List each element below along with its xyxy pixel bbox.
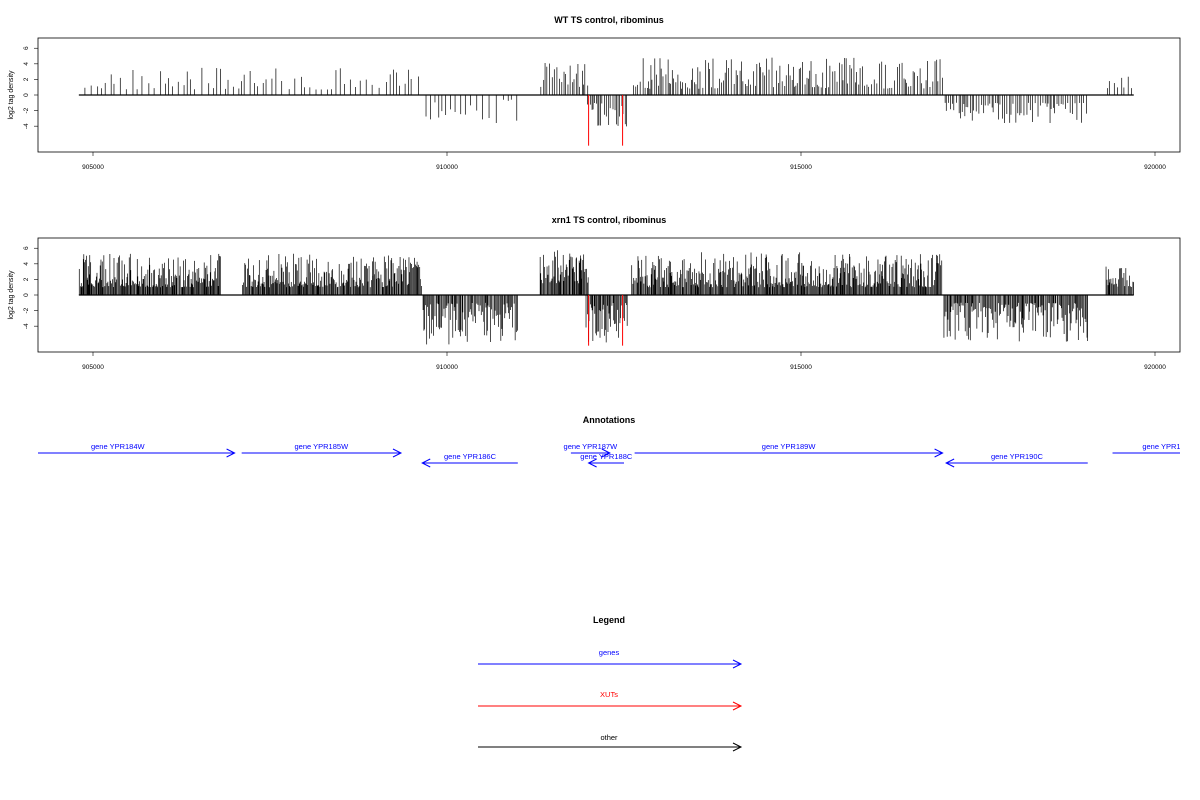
wt-coverage-bars (78, 57, 1134, 146)
wt-x-tick-label: 920000 (1144, 164, 1166, 171)
wt-y-tick-label: 0 (23, 93, 30, 97)
legend-label-xuts: XUTs (600, 690, 618, 699)
gene-arrows: gene YPR184W gene YPR185W gene YPR186C gene… (38, 442, 1197, 468)
xrn1-y-tick-label: 6 (23, 246, 30, 250)
xrn1-y-tick-label: 2 (23, 277, 30, 281)
xrn1-y-tick-label: 4 (23, 262, 30, 266)
gene-label: gene YPR191W (1142, 442, 1197, 451)
xrn1-panel-title: xrn1 TS control, ribominus (552, 215, 667, 225)
xrn1-y-tick-label: 0 (23, 293, 30, 297)
gene-label: gene YPR190C (991, 452, 1044, 461)
xrn1-x-tick-label: 915000 (790, 364, 812, 371)
legend-label-other: other (600, 733, 618, 742)
gene-arrowhead (392, 448, 403, 458)
legend-arrowhead-other (732, 742, 743, 752)
gene-arrowhead (226, 448, 236, 458)
xrn1-y-tick-label: -2 (23, 307, 30, 313)
legend-title: Legend (593, 615, 625, 625)
wt-coverage-panel: WT TS control, ribominus log2 tag densit… (8, 15, 1181, 171)
legend-item-other: other (478, 733, 743, 752)
wt-y-axis: 6 4 2 0 -2 -4 (23, 46, 30, 129)
xrn1-x-tick-label: 905000 (82, 364, 104, 371)
gene-arrowhead (601, 448, 611, 458)
legend-label-genes: genes (599, 648, 620, 657)
legend: Legend genes XUTs other (478, 615, 743, 752)
gene-label: gene YPR187W (564, 442, 619, 451)
wt-panel-title: WT TS control, ribominus (554, 15, 664, 25)
wt-x-tick-label: 905000 (82, 164, 104, 171)
xrn1-y-axis-label: log2 tag density (8, 270, 15, 320)
annotations-track: Annotations gene YPR184W gene YPR185Wgene… (38, 415, 1197, 468)
wt-y-tick-label: 4 (23, 62, 30, 66)
xrn1-coverage-panel: xrn1 TS control, ribominus log2 tag dens… (8, 215, 1181, 371)
gene-arrowhead (421, 458, 431, 468)
gene-label: gene YPR185W (295, 442, 350, 451)
legend-item-xuts: XUTs (478, 690, 743, 711)
wt-y-axis-label: log2 tag density (8, 70, 15, 120)
gene-arrowhead (945, 458, 955, 468)
gene-arrowhead (587, 458, 597, 468)
wt-y-tick-label: -4 (23, 123, 30, 129)
legend-arrowhead-genes (732, 659, 743, 669)
wt-y-tick-label: -2 (23, 107, 30, 113)
legend-arrowhead-xuts (732, 701, 743, 711)
xrn1-x-tick-label: 920000 (1144, 364, 1166, 371)
wt-x-axis: 905000 910000 915000 920000 (82, 164, 1166, 171)
legend-item-genes: genes (478, 648, 743, 669)
annotations-title: Annotations (583, 415, 636, 425)
xrn1-y-axis: 6 4 2 0 -2 -4 (23, 246, 30, 329)
gene-arrowhead (934, 448, 944, 458)
gene-label: gene YPR189W (762, 442, 817, 451)
gene-label: gene YPR188C (580, 452, 633, 461)
xrn1-y-tick-label: -4 (23, 323, 30, 329)
wt-x-tick-label: 915000 (790, 164, 812, 171)
wt-y-tick-label: 2 (23, 77, 30, 81)
xrn1-x-axis: 905000 910000 915000 920000 (82, 364, 1166, 371)
wt-x-tick-label: 910000 (436, 164, 458, 171)
xrn1-coverage-bars (78, 250, 1134, 346)
gene-label: gene YPR184W (91, 442, 146, 451)
xrn1-x-tick-label: 910000 (436, 364, 458, 371)
gene-label: gene YPR186C (444, 452, 497, 461)
wt-y-tick-label: 6 (23, 46, 30, 50)
